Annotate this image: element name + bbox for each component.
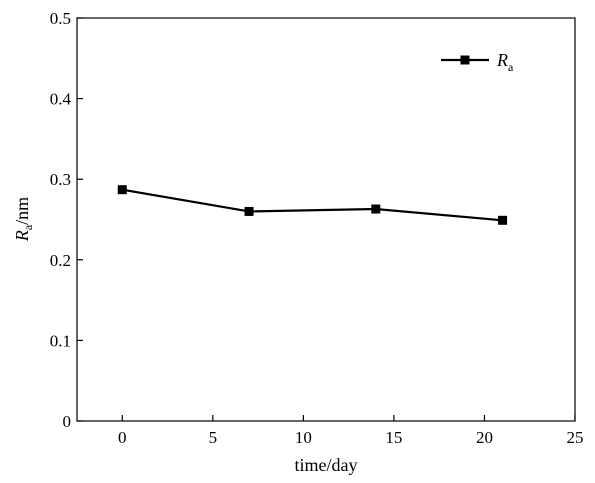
- y-tick-label: 0.5: [50, 9, 71, 28]
- x-tick-label: 0: [118, 428, 127, 447]
- data-point: [371, 204, 381, 214]
- x-axis-title: time/day: [295, 455, 358, 475]
- x-tick-label: 20: [476, 428, 493, 447]
- x-tick-label: 25: [567, 428, 584, 447]
- legend-label: Ra: [496, 50, 514, 74]
- y-tick-label: 0.4: [50, 90, 72, 109]
- series-layer: [117, 185, 508, 225]
- legend: Ra: [441, 50, 514, 74]
- y-tick-label: 0.2: [50, 251, 71, 270]
- x-tick-label: 10: [295, 428, 312, 447]
- plot-frame: [76, 17, 576, 422]
- x-tick-label: 5: [209, 428, 218, 447]
- data-point: [117, 185, 127, 195]
- x-tick-label: 15: [385, 428, 402, 447]
- x-axis: 0 5 10 15 20 25: [118, 415, 584, 447]
- data-point: [498, 215, 508, 225]
- y-axis: 0 0.1 0.2 0.3 0.4 0.5: [50, 9, 83, 431]
- y-tick-label: 0: [63, 412, 72, 431]
- y-tick-label: 0.3: [50, 170, 71, 189]
- series-line: [122, 188, 503, 222]
- legend-marker: [460, 55, 470, 65]
- y-tick-label: 0.1: [50, 331, 71, 350]
- y-axis-title: Ra/nm: [12, 197, 35, 242]
- data-point: [244, 206, 254, 216]
